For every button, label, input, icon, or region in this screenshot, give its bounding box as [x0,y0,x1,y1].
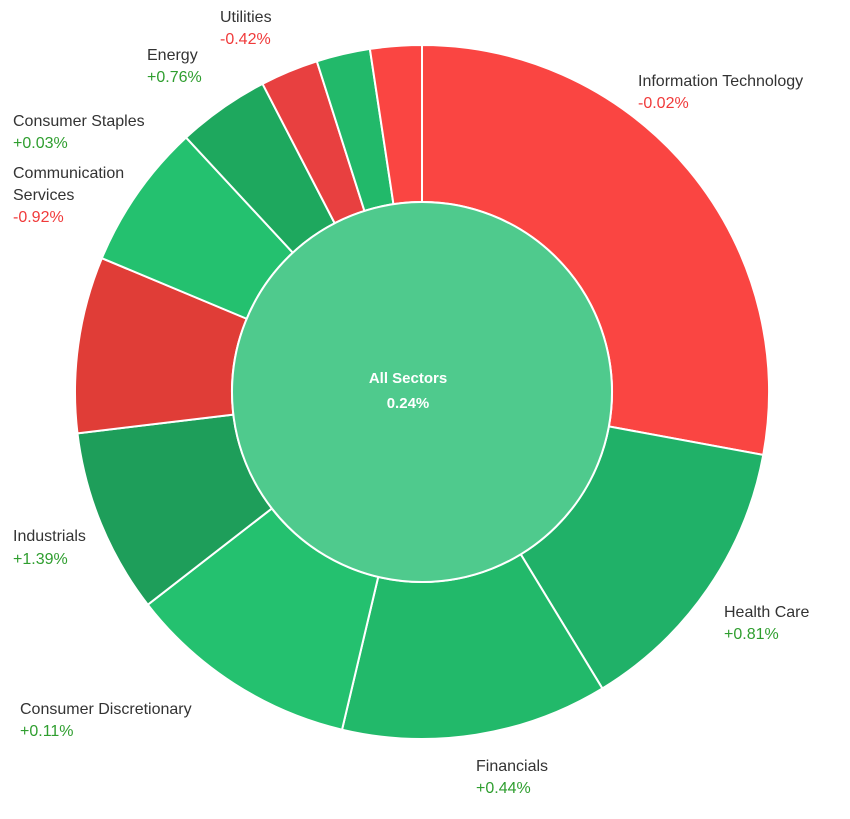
sector-label: Health Care [724,604,810,621]
sector-change: -0.92% [13,209,64,226]
sector-label: Consumer Discretionary [20,701,192,718]
sector-change: +1.39% [13,551,68,568]
center-circle [231,201,613,583]
sector-change: +0.44% [476,780,531,797]
sector-label: Industrials [13,528,86,545]
sector-change: -0.42% [220,31,271,48]
sector-change: +0.11% [20,723,74,740]
sector-change: +0.76% [147,69,202,86]
sector-label: Communication Services [13,165,125,204]
sector-change: -0.02% [638,95,689,112]
sector-change: +0.03% [13,135,68,152]
center-value: 0.24% [387,395,430,412]
sector-label: Utilities [220,9,272,26]
sector-label: Information Technology [638,73,804,90]
sector-label: Energy [147,47,198,64]
sector-label: Consumer Staples [13,113,145,130]
sector-label: Financials [476,758,549,775]
sector-change: +0.81% [724,626,779,643]
center-label: All Sectors [369,370,447,387]
